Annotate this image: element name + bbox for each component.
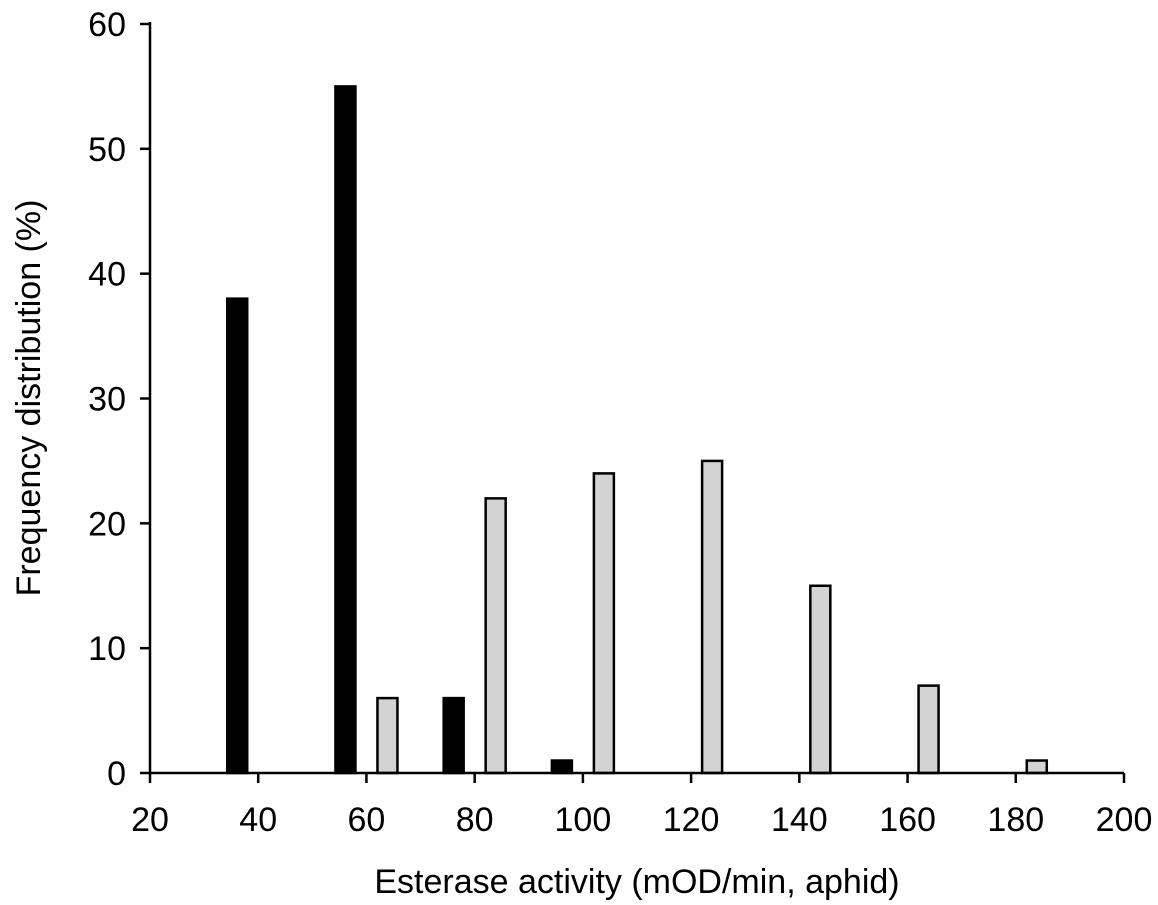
x-tick-label: 160: [879, 801, 936, 839]
y-tick-label: 0: [107, 755, 126, 793]
bar-series-2: [809, 584, 832, 775]
y-tick-label: 50: [88, 131, 126, 169]
x-tick-label: 120: [663, 801, 720, 839]
y-tick-label: 60: [88, 6, 126, 44]
bar-series-1: [334, 85, 357, 775]
x-axis-title: Esterase activity (mOD/min, aphid): [374, 863, 899, 901]
x-axis-ticks: 20 40 60 80 100 120 140 160 180 200: [131, 773, 1152, 839]
bar-series-2: [592, 472, 616, 775]
bar-series-2: [700, 459, 724, 775]
bar-series-1: [225, 297, 249, 775]
x-tick-label: 100: [555, 801, 612, 839]
bar-series-2: [484, 497, 507, 775]
y-tick-label: 10: [88, 630, 126, 668]
bar-series-2: [917, 684, 940, 775]
bar-series-2: [376, 696, 399, 775]
y-axis-title: Frequency distribution (%): [10, 200, 48, 597]
y-tick-label: 20: [88, 505, 126, 543]
y-tick-label: 40: [88, 256, 126, 294]
y-axis-ticks: 0 10 20 30 40 50 60: [88, 6, 150, 793]
x-tick-label: 80: [456, 801, 494, 839]
bar-series-1: [442, 696, 465, 775]
x-tick-label: 140: [771, 801, 828, 839]
x-tick-label: 200: [1096, 801, 1153, 839]
bar-series-2: [1025, 759, 1049, 775]
bars-layer: [225, 85, 1049, 775]
x-tick-label: 40: [239, 801, 277, 839]
bar-series-1: [550, 759, 574, 775]
x-tick-label: 20: [131, 801, 169, 839]
x-tick-label: 180: [987, 801, 1044, 839]
y-tick-label: 30: [88, 381, 126, 419]
x-tick-label: 60: [348, 801, 386, 839]
